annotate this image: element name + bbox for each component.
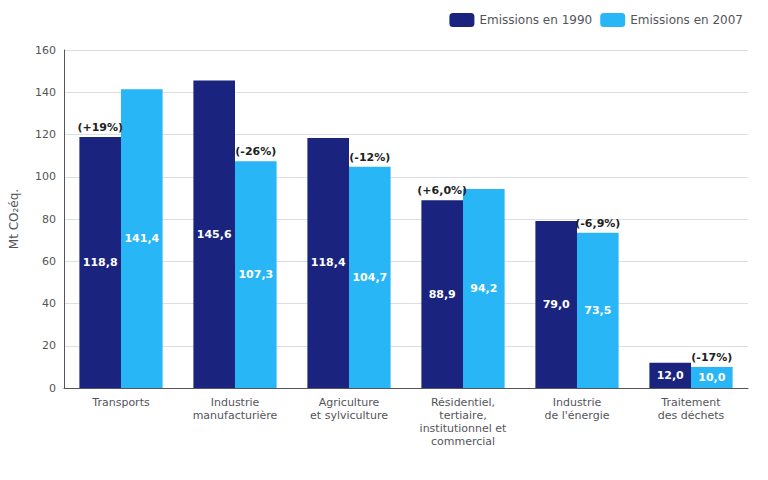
svg-text:94,2: 94,2: [470, 282, 497, 295]
svg-text:118,8: 118,8: [83, 256, 118, 269]
svg-text:73,5: 73,5: [584, 304, 611, 317]
svg-text:118,4: 118,4: [311, 256, 346, 269]
svg-text:(+19%): (+19%): [77, 121, 123, 134]
svg-text:60: 60: [42, 255, 56, 268]
svg-text:commercial: commercial: [431, 435, 495, 448]
svg-text:20: 20: [42, 339, 56, 352]
svg-text:100: 100: [35, 170, 56, 183]
svg-text:manufacturière: manufacturière: [193, 409, 278, 422]
svg-text:Mt CO₂éq.: Mt CO₂éq.: [7, 189, 21, 249]
svg-text:40: 40: [42, 297, 56, 310]
svg-text:Emissions en 2007: Emissions en 2007: [630, 13, 743, 27]
svg-text:(+6,0%): (+6,0%): [417, 184, 467, 197]
svg-text:de l'énergie: de l'énergie: [545, 409, 610, 422]
svg-text:Traitement: Traitement: [660, 396, 721, 409]
svg-text:(-6,9%): (-6,9%): [575, 217, 620, 230]
svg-text:Transports: Transports: [91, 396, 150, 409]
svg-text:79,0: 79,0: [543, 298, 570, 311]
svg-text:Résidentiel,: Résidentiel,: [431, 396, 495, 409]
svg-text:(-26%): (-26%): [235, 145, 276, 158]
svg-text:107,3: 107,3: [238, 268, 273, 281]
svg-text:et sylviculture: et sylviculture: [310, 409, 388, 422]
svg-text:140: 140: [35, 86, 56, 99]
svg-text:0: 0: [49, 382, 56, 395]
svg-text:des déchets: des déchets: [658, 409, 725, 422]
svg-text:tertiaire,: tertiaire,: [439, 409, 486, 422]
svg-text:104,7: 104,7: [352, 271, 387, 284]
svg-text:(-12%): (-12%): [349, 151, 390, 164]
svg-text:145,6: 145,6: [197, 228, 232, 241]
svg-text:141,4: 141,4: [124, 232, 159, 245]
svg-text:160: 160: [35, 44, 56, 57]
svg-text:12,0: 12,0: [657, 369, 684, 382]
svg-text:10,0: 10,0: [698, 371, 725, 384]
svg-text:Industrie: Industrie: [553, 396, 602, 409]
svg-text:120: 120: [35, 128, 56, 141]
svg-text:Industrie: Industrie: [211, 396, 260, 409]
svg-text:80: 80: [42, 213, 56, 226]
svg-text:institutionnel et: institutionnel et: [420, 422, 508, 435]
svg-text:Agriculture: Agriculture: [319, 396, 380, 409]
svg-text:(-17%): (-17%): [691, 351, 732, 364]
svg-text:Emissions en 1990: Emissions en 1990: [479, 13, 592, 27]
svg-text:88,9: 88,9: [429, 288, 456, 301]
